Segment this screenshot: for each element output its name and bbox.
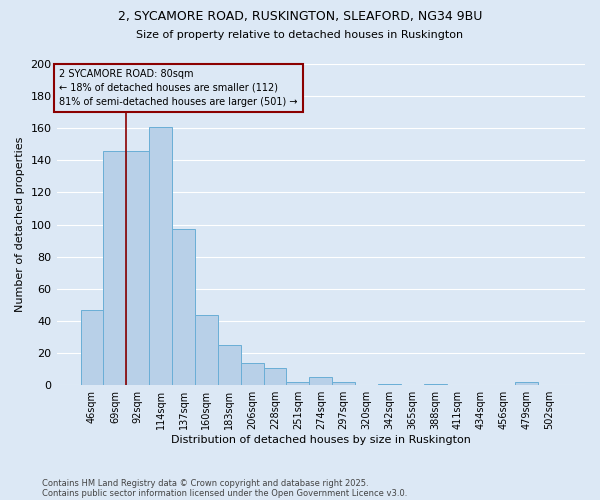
Bar (263, 368, 286, 385)
Bar (218, 345, 241, 385)
Bar (241, 362, 263, 385)
Bar (172, 230, 195, 385)
Bar (332, 382, 355, 385)
Bar (286, 382, 310, 385)
Bar (515, 382, 538, 385)
Text: Size of property relative to detached houses in Ruskington: Size of property relative to detached ho… (136, 30, 464, 40)
Text: Contains HM Land Registry data © Crown copyright and database right 2025.: Contains HM Land Registry data © Crown c… (42, 478, 368, 488)
Text: 2, SYCAMORE ROAD, RUSKINGTON, SLEAFORD, NG34 9BU: 2, SYCAMORE ROAD, RUSKINGTON, SLEAFORD, … (118, 10, 482, 23)
Bar (127, 150, 149, 385)
Text: Contains public sector information licensed under the Open Government Licence v3: Contains public sector information licen… (42, 488, 407, 498)
Bar (310, 377, 332, 385)
Bar (103, 150, 127, 385)
Text: 2 SYCAMORE ROAD: 80sqm
← 18% of detached houses are smaller (112)
81% of semi-de: 2 SYCAMORE ROAD: 80sqm ← 18% of detached… (59, 69, 298, 107)
Bar (424, 384, 446, 385)
Bar (149, 126, 172, 385)
Y-axis label: Number of detached properties: Number of detached properties (15, 137, 25, 312)
Bar (378, 384, 401, 385)
Bar (195, 314, 218, 385)
Bar (80, 310, 103, 385)
X-axis label: Distribution of detached houses by size in Ruskington: Distribution of detached houses by size … (171, 435, 471, 445)
